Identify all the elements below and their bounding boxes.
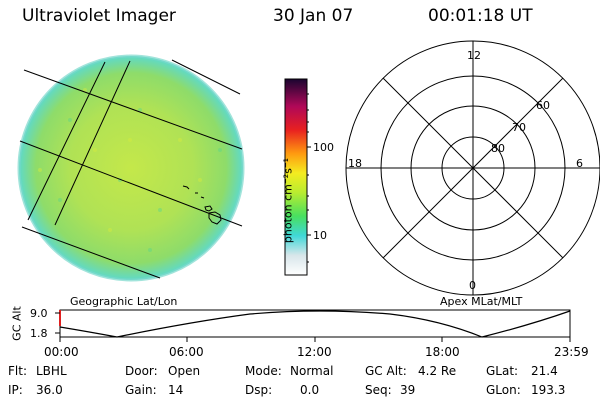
geo-grid [19, 59, 243, 279]
dsp-value: 0.0 [300, 383, 320, 397]
polar-grid [345, 40, 600, 296]
mlt-label-6: 6 [576, 157, 583, 170]
mlat-label-80: 80 [491, 142, 505, 155]
door-label: Door: [125, 364, 158, 378]
time-label: 00:01:18 UT [428, 6, 533, 26]
colorbar-unit-label: photon cm⁻²s⁻¹ [281, 157, 295, 244]
mlt-label-18: 18 [348, 157, 362, 170]
mode-label: Mode: [245, 364, 282, 378]
glon-value: 193.3 [531, 383, 566, 397]
dsp-label: Dsp: [245, 383, 273, 397]
geographic-caption: Geographic Lat/Lon [70, 295, 178, 308]
mlat-label-60: 60 [536, 99, 550, 112]
time-tick-1200: 12:00 [297, 345, 332, 359]
mlt-label-12: 12 [467, 49, 481, 62]
time-tick-1800: 18:00 [425, 345, 460, 359]
flt-value: LBHL [36, 364, 67, 378]
island-outlines [182, 185, 222, 225]
seq-label: Seq: [365, 383, 392, 397]
time-tick-0600: 06:00 [169, 345, 204, 359]
glon-label: GLon: [486, 383, 521, 397]
flt-label: Flt: [8, 364, 27, 378]
instrument-title: Ultraviolet Imager [22, 6, 176, 26]
colorbar-tick-100: 100 [313, 141, 334, 154]
date-label: 30 Jan 07 [273, 6, 354, 26]
apex-caption: Apex MLat/MLT [440, 295, 523, 308]
uv-image-disk [17, 54, 245, 282]
altitude-ytick-low: 1.8 [30, 327, 48, 340]
altitude-ytick-high: 9.0 [30, 307, 48, 320]
glat-label: GLat: [486, 364, 519, 378]
door-value: Open [168, 364, 201, 378]
colorbar [284, 78, 311, 276]
seq-value: 39 [400, 383, 416, 397]
ip-label: IP: [8, 383, 23, 397]
mlat-label-70: 70 [512, 121, 526, 134]
gain-value: 14 [168, 383, 184, 397]
time-tick-0000: 00:00 [44, 345, 79, 359]
altitude-ylabel: GC Alt [10, 306, 24, 341]
altitude-plot [55, 309, 571, 342]
glat-value: 21.4 [531, 364, 558, 378]
ip-value: 36.0 [36, 383, 63, 397]
time-tick-2359: 23:59 [554, 345, 589, 359]
colorbar-tick-10: 10 [313, 229, 327, 242]
gcalt-label: GC Alt: [365, 364, 407, 378]
mlt-label-0: 0 [469, 279, 476, 292]
mode-value: Normal [290, 364, 334, 378]
gain-label: Gain: [125, 383, 157, 397]
gcalt-value: 4.2 Re [418, 364, 457, 378]
